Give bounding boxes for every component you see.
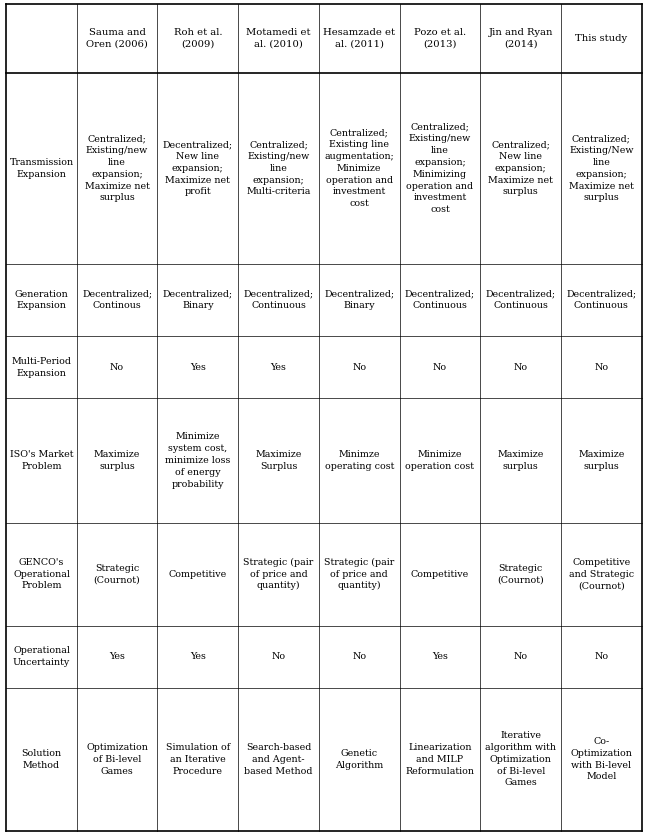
Text: Jin and Ryan
(2014): Jin and Ryan (2014) xyxy=(488,28,553,49)
Text: No: No xyxy=(352,652,366,661)
Text: Optimization
of Bi-level
Games: Optimization of Bi-level Games xyxy=(86,743,148,776)
Text: Decentralized;
Continuous: Decentralized; Continuous xyxy=(566,290,637,311)
Text: Minimize
system cost,
minimize loss
of energy
probability: Minimize system cost, minimize loss of e… xyxy=(165,433,230,488)
Text: Yes: Yes xyxy=(271,363,286,372)
Text: This study: This study xyxy=(575,34,628,43)
Text: Sauma and
Oren (2006): Sauma and Oren (2006) xyxy=(86,28,148,49)
Text: Decentralized;
Binary: Decentralized; Binary xyxy=(163,290,233,311)
Text: Transmission
Expansion: Transmission Expansion xyxy=(10,158,74,179)
Text: Hesamzade et
al. (2011): Hesamzade et al. (2011) xyxy=(323,28,395,49)
Text: Centralized;
Existing/new
line
expansion;
Minimizing
operation and
investment
co: Centralized; Existing/new line expansion… xyxy=(406,123,473,214)
Text: Roh et al.
(2009): Roh et al. (2009) xyxy=(174,28,222,49)
Text: Generation
Expansion: Generation Expansion xyxy=(15,290,68,311)
Text: Simulation of
an Iterative
Procedure: Simulation of an Iterative Procedure xyxy=(166,743,230,776)
Text: No: No xyxy=(513,363,528,372)
Text: ISO's Market
Problem: ISO's Market Problem xyxy=(10,450,74,471)
Text: Minimze
operating cost: Minimze operating cost xyxy=(324,450,394,471)
Text: Decentralized;
New line
expansion;
Maximize net
profit: Decentralized; New line expansion; Maxim… xyxy=(163,140,233,196)
Text: Decentralized;
Continuous: Decentralized; Continuous xyxy=(405,290,475,311)
Text: Strategic (pair
of price and
quantity): Strategic (pair of price and quantity) xyxy=(243,558,313,590)
Text: Centralized;
Existing/new
line
expansion;
Multi-criteria: Centralized; Existing/new line expansion… xyxy=(246,140,311,196)
Text: Centralized;
Existing line
augmentation;
Minimize
operation and
investment
cost: Centralized; Existing line augmentation;… xyxy=(324,129,394,208)
Text: Maximize
surplus: Maximize surplus xyxy=(497,450,544,471)
Text: Maximize
surplus: Maximize surplus xyxy=(578,450,624,471)
Text: Decentralized;
Binary: Decentralized; Binary xyxy=(324,290,394,311)
Text: Decentralized;
Continuous: Decentralized; Continuous xyxy=(486,290,556,311)
Text: Competitive: Competitive xyxy=(169,569,227,579)
Text: Centralized;
Existing/new
line
expansion;
Maximize net
surplus: Centralized; Existing/new line expansion… xyxy=(84,134,150,202)
Text: Co-
Optimization
with Bi-level
Model: Co- Optimization with Bi-level Model xyxy=(570,737,632,782)
Text: Centralized;
New line
expansion;
Maximize net
surplus: Centralized; New line expansion; Maximiz… xyxy=(488,140,553,196)
Text: Centralized;
Existing/New
line
expansion;
Maximize net
surplus: Centralized; Existing/New line expansion… xyxy=(569,134,634,202)
Text: Strategic (pair
of price and
quantity): Strategic (pair of price and quantity) xyxy=(324,558,394,590)
Text: Minimize
operation cost: Minimize operation cost xyxy=(406,450,475,471)
Text: Yes: Yes xyxy=(432,652,448,661)
Text: Motamedi et
al. (2010): Motamedi et al. (2010) xyxy=(246,28,311,49)
Text: No: No xyxy=(594,652,608,661)
Text: Yes: Yes xyxy=(190,652,206,661)
Text: No: No xyxy=(594,363,608,372)
Text: GENCO's
Operational
Problem: GENCO's Operational Problem xyxy=(13,558,70,590)
Text: Yes: Yes xyxy=(190,363,206,372)
Text: No: No xyxy=(110,363,124,372)
Text: Multi-Period
Expansion: Multi-Period Expansion xyxy=(12,357,72,377)
Text: Solution
Method: Solution Method xyxy=(21,749,62,770)
Text: Competitive: Competitive xyxy=(411,569,469,579)
Text: Maximize
Surplus: Maximize Surplus xyxy=(255,450,302,471)
Text: Maximize
surplus: Maximize surplus xyxy=(94,450,141,471)
Text: Pozo et al.
(2013): Pozo et al. (2013) xyxy=(414,28,466,49)
Text: No: No xyxy=(352,363,366,372)
Text: Search-based
and Agent-
based Method: Search-based and Agent- based Method xyxy=(244,743,313,776)
Text: Operational
Uncertainty: Operational Uncertainty xyxy=(13,646,70,667)
Text: Genetic
Algorithm: Genetic Algorithm xyxy=(335,749,383,770)
Text: No: No xyxy=(272,652,286,661)
Text: Strategic
(Cournot): Strategic (Cournot) xyxy=(497,564,544,584)
Text: Decentralized;
Continous: Decentralized; Continous xyxy=(82,290,152,311)
Text: Competitive
and Strategic
(Cournot): Competitive and Strategic (Cournot) xyxy=(569,558,634,590)
Text: No: No xyxy=(433,363,447,372)
Text: Linearization
and MILP
Reformulation: Linearization and MILP Reformulation xyxy=(406,743,475,776)
Text: No: No xyxy=(513,652,528,661)
Text: Yes: Yes xyxy=(109,652,125,661)
Text: Decentralized;
Continuous: Decentralized; Continuous xyxy=(243,290,313,311)
Text: Iterative
algorithm with
Optimization
of Bi-level
Games: Iterative algorithm with Optimization of… xyxy=(485,731,556,787)
Text: Strategic
(Cournot): Strategic (Cournot) xyxy=(94,564,141,584)
